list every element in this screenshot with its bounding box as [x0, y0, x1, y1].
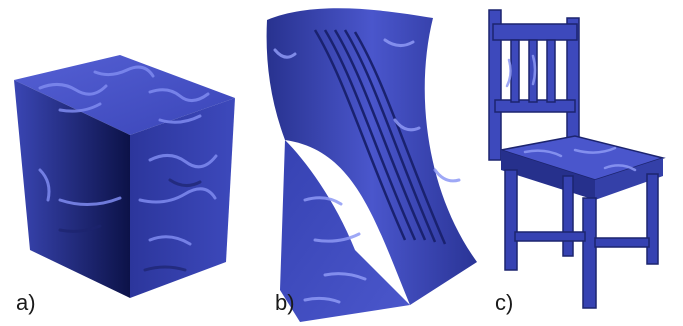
chair-seat-side — [595, 158, 663, 200]
panel-label-a: a) — [16, 290, 36, 315]
wedge-surface-texture — [273, 38, 461, 304]
panel-c: c) — [485, 0, 683, 326]
cube-surface-texture — [38, 65, 218, 246]
panel-label-c: c) — [495, 290, 514, 315]
panel-a: a) — [0, 0, 245, 326]
panel-label-b: b) — [275, 290, 295, 315]
chair-surface-texture — [505, 54, 637, 172]
cube-model — [14, 55, 235, 298]
wedge-model — [266, 8, 477, 322]
cube-right-face — [130, 98, 235, 298]
cube-dark-texture — [58, 178, 202, 272]
wedge-base-face — [280, 140, 410, 322]
cube-top-face — [14, 55, 235, 135]
panel-b: b) — [245, 0, 485, 326]
chair-legs — [504, 169, 659, 309]
chair-model — [488, 9, 666, 309]
cube-left-face — [14, 80, 130, 298]
